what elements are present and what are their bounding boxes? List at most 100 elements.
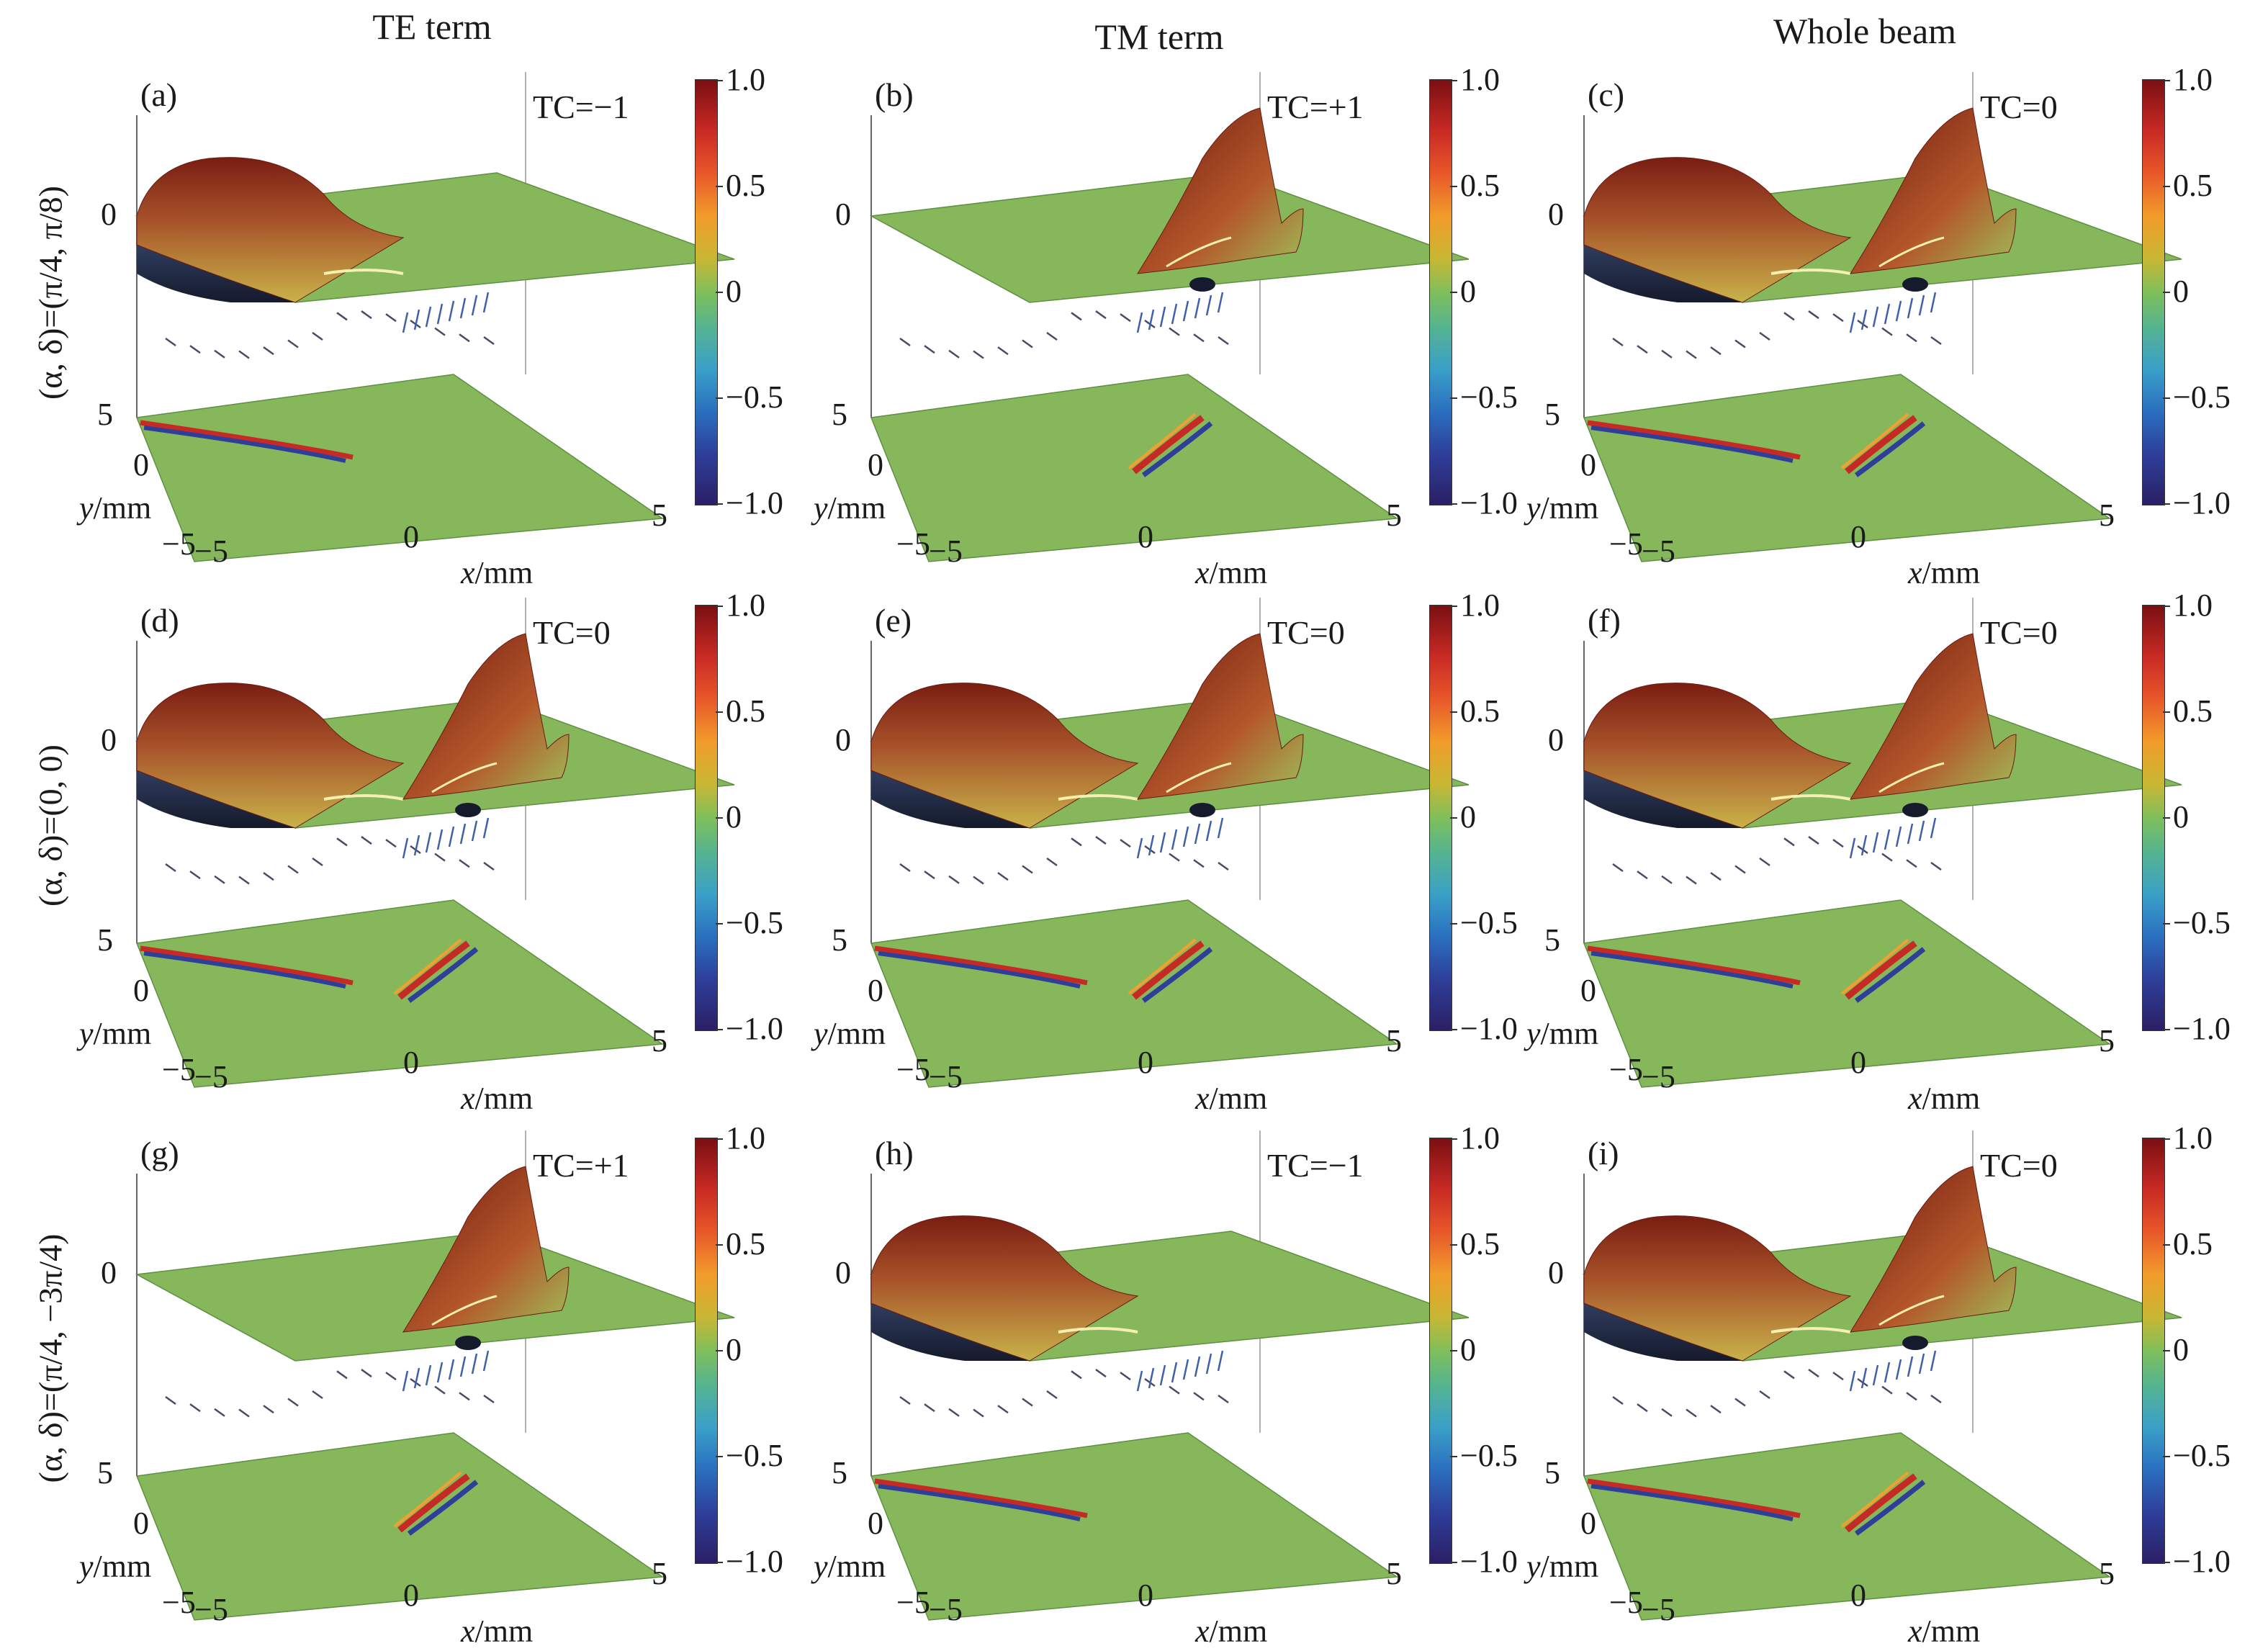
surface-plot	[869, 72, 1470, 562]
colorbar-tick: 0	[1450, 799, 1476, 835]
x-tick-left: −5	[1642, 1592, 1675, 1627]
right-arc-red	[1845, 940, 1917, 1000]
panel-b: (b) TC=+1 0 5 0 −5 −5 0 5 y/mm x/mm 1.0 0.5 0 −0.5 −1.0	[799, 58, 1548, 590]
left-lobe	[1583, 157, 1852, 303]
colorbar-tick: −0.5	[2163, 379, 2231, 415]
colorbar-tick: 1.0	[716, 588, 765, 623]
colorbar-tick: 0.5	[716, 1226, 765, 1261]
colorbar-tick: 1.0	[2163, 588, 2213, 623]
colorbar	[2142, 605, 2165, 1031]
y-tick-bottom: −5	[896, 1052, 930, 1087]
colorbar-tick: −0.5	[716, 1438, 783, 1473]
colorbar-tick: −1.0	[716, 1544, 783, 1579]
colorbar-tick: −1.0	[2163, 1544, 2231, 1579]
colorbar-tick: −1.0	[1450, 1011, 1518, 1046]
colorbar-tick: 1.0	[2163, 62, 2213, 97]
y-tick-bottom: −5	[162, 1052, 196, 1087]
x-tick-mid: 0	[403, 1045, 419, 1080]
x-tick-left: −5	[1642, 534, 1675, 569]
vector-field	[1612, 1350, 1942, 1418]
vector-field	[165, 292, 495, 359]
x-tick-mid: 0	[1138, 1578, 1153, 1613]
colorbar-tick: 1.0	[1450, 1120, 1500, 1156]
x-axis-label: x/mm	[1908, 555, 1981, 590]
topological-charge-label: TC=0	[1980, 1147, 2058, 1184]
panel-label: (h)	[875, 1135, 914, 1171]
surface-plot	[1582, 72, 2182, 562]
left-arc-red	[874, 945, 1088, 986]
colorbar-tick: 0	[1450, 1332, 1476, 1367]
colorbar-tick: 1.0	[2163, 1120, 2213, 1156]
right-lobe	[402, 1166, 570, 1333]
x-tick-mid: 0	[1850, 1045, 1866, 1080]
panel-i: (i) TC=0 0 5 0 −5 −5 0 5 y/mm x/mm 1.0 0.5 0 −0.5 −1.0	[1512, 1116, 2261, 1649]
colorbar-tick: 1.0	[1450, 588, 1500, 623]
panel-label: (b)	[875, 76, 914, 113]
x-tick-mid: 0	[1138, 519, 1153, 554]
y-tick-bottom: −5	[162, 1585, 196, 1620]
surface-plot	[135, 72, 735, 562]
z-tick: 0	[1548, 197, 1564, 232]
x-axis-label: x/mm	[1195, 555, 1268, 590]
z-tick: 0	[101, 1255, 117, 1290]
x-tick-left: −5	[194, 1592, 228, 1627]
colorbar	[1429, 79, 1452, 505]
vector-field	[899, 1350, 1229, 1418]
y-tick-bottom: −5	[1609, 1585, 1643, 1620]
surface-plot	[1582, 1130, 2182, 1621]
colorbar-tick: 0	[2163, 1332, 2189, 1367]
right-lobe-shadow	[455, 1336, 481, 1350]
left-arc-red	[1587, 420, 1801, 460]
right-lobe-shadow	[1902, 803, 1928, 817]
y-tick-bottom: −5	[162, 526, 196, 562]
left-arc-red	[1587, 945, 1801, 986]
colorbar-tick: −0.5	[2163, 905, 2231, 940]
panel-g: (g) TC=+1 0 5 0 −5 −5 0 5 y/mm x/mm 1.0 0.5 0 −0.5 −1.0	[65, 1116, 814, 1649]
surface-plot	[135, 1130, 735, 1621]
panel-e: (e) TC=0 0 5 0 −5 −5 0 5 y/mm x/mm 1.0 0.5 0 −0.5 −1.0	[799, 583, 1548, 1116]
colorbar-tick: 0.5	[716, 693, 765, 729]
z-tick: 0	[1548, 1255, 1564, 1290]
colorbar-tick: −0.5	[1450, 379, 1518, 415]
left-lobe	[136, 683, 405, 829]
colorbar-tick: 0	[2163, 799, 2189, 835]
y-axis-label: y/mm	[814, 1016, 886, 1051]
colorbar-tick: 0.5	[716, 168, 765, 203]
x-axis-label: x/mm	[1195, 1081, 1268, 1116]
colorbar-tick: 0	[716, 1332, 742, 1367]
right-lobe	[1850, 633, 2017, 800]
panel-label: (i)	[1588, 1135, 1619, 1171]
colorbar-tick: 0.5	[2163, 1226, 2213, 1261]
left-arc-red	[140, 945, 354, 986]
right-arc-red	[397, 940, 470, 1000]
x-axis-label: x/mm	[461, 555, 534, 590]
projection-plane	[870, 1432, 1399, 1621]
x-tick-right: 5	[652, 498, 667, 533]
x-axis-label: x/mm	[1908, 1081, 1981, 1116]
right-arc-blue	[407, 1480, 479, 1536]
x-tick-left: −5	[194, 1059, 228, 1094]
colorbar-tick: −1.0	[716, 1011, 783, 1046]
colorbar	[695, 79, 718, 505]
y-tick-top: 5	[832, 1455, 847, 1490]
colorbar-tick: 0.5	[2163, 693, 2213, 729]
x-tick-right: 5	[652, 1556, 667, 1591]
panel-d: (d) TC=0 0 5 0 −5 −5 0 5 y/mm x/mm 1.0 0.5 0 −0.5 −1.0	[65, 583, 814, 1116]
left-lobe	[1583, 1215, 1852, 1362]
z-tick: 0	[835, 197, 851, 232]
y-tick-mid: 0	[1580, 1506, 1596, 1541]
y-axis-label: y/mm	[1526, 490, 1599, 526]
left-arc-blue	[143, 426, 346, 463]
right-arc-red	[1845, 415, 1917, 474]
colorbar	[1429, 1138, 1452, 1564]
panel-h: (h) TC=−1 0 5 0 −5 −5 0 5 y/mm x/mm 1.0 0.5 0 −0.5 −1.0	[799, 1116, 1548, 1649]
x-tick-mid: 0	[1850, 519, 1866, 554]
colorbar-tick: −0.5	[1450, 1438, 1518, 1473]
y-tick-mid: 0	[133, 1506, 149, 1541]
column-title-te: TE term	[372, 6, 492, 47]
y-tick-mid: 0	[133, 447, 149, 482]
left-arc-red	[140, 420, 354, 460]
surface-plot	[135, 598, 735, 1088]
x-axis-label: x/mm	[1908, 1614, 1981, 1649]
colorbar-tick: 0.5	[1450, 168, 1500, 203]
